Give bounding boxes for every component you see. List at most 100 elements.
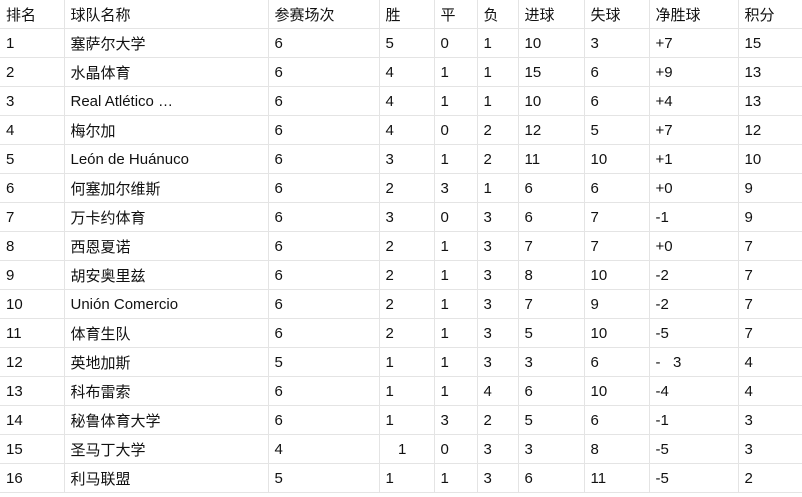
column-header-played: 参赛场次 (267, 0, 380, 29)
cell-losses: 1 (476, 28, 519, 58)
cell-draws: 1 (433, 144, 478, 174)
cell-goals-against: 7 (583, 202, 650, 232)
column-header-goals-for: 进球 (517, 0, 585, 29)
cell-draws: 1 (433, 231, 478, 261)
cell-goal-difference: +1 (648, 144, 739, 174)
cell-goals-for: 7 (517, 289, 585, 319)
cell-played: 5 (267, 347, 380, 377)
cell-wins: 2 (378, 173, 435, 203)
cell-wins: 3 (378, 144, 435, 174)
cell-goals-for: 10 (517, 86, 585, 116)
cell-team-name: 塞萨尔大学 (63, 28, 269, 58)
cell-goals-against: 10 (583, 144, 650, 174)
cell-goals-against: 3 (583, 28, 650, 58)
cell-wins: 3 (378, 202, 435, 232)
cell-goals-against: 10 (583, 260, 650, 290)
cell-rank: 10 (0, 289, 65, 319)
cell-rank: 6 (0, 173, 65, 203)
cell-draws: 3 (433, 173, 478, 203)
cell-losses: 4 (476, 376, 519, 406)
cell-played: 6 (267, 57, 380, 87)
cell-goals-against: 7 (583, 231, 650, 261)
cell-rank: 3 (0, 86, 65, 116)
cell-wins: 5 (378, 28, 435, 58)
cell-goals-against: 10 (583, 318, 650, 348)
cell-rank: 8 (0, 231, 65, 261)
table-row: 10 Unión Comercio 6 2 1 3 7 9 -2 7 (0, 289, 802, 319)
cell-wins: 2 (378, 289, 435, 319)
column-header-draws: 平 (433, 0, 478, 29)
column-header-goals-against: 失球 (583, 0, 650, 29)
table-row: 5 León de Huánuco 6 3 1 2 11 10 +1 10 (0, 144, 802, 174)
table-row: 3 Real Atlético … 6 4 1 1 10 6 +4 13 (0, 86, 802, 116)
cell-losses: 3 (476, 231, 519, 261)
column-header-team-name: 球队名称 (63, 0, 269, 29)
cell-points: 3 (737, 405, 802, 435)
cell-draws: 3 (433, 405, 478, 435)
cell-goals-for: 6 (517, 376, 585, 406)
cell-losses: 3 (476, 260, 519, 290)
cell-draws: 0 (433, 28, 478, 58)
cell-team-name: 利马联盟 (63, 463, 269, 493)
cell-losses: 2 (476, 115, 519, 145)
cell-points: 9 (737, 202, 802, 232)
cell-draws: 0 (433, 202, 478, 232)
column-header-wins: 胜 (378, 0, 435, 29)
cell-losses: 1 (476, 86, 519, 116)
cell-goal-difference: -1 (648, 405, 739, 435)
cell-rank: 13 (0, 376, 65, 406)
cell-goals-for: 8 (517, 260, 585, 290)
cell-wins: 4 (378, 115, 435, 145)
cell-goals-for: 10 (517, 28, 585, 58)
table-row: 6 何塞加尔维斯 6 2 3 1 6 6 +0 9 (0, 173, 802, 203)
cell-goals-against: 9 (583, 289, 650, 319)
cell-points: 12 (737, 115, 802, 145)
table-row: 1 塞萨尔大学 6 5 0 1 10 3 +7 15 (0, 28, 802, 58)
cell-goals-for: 6 (517, 173, 585, 203)
cell-draws: 0 (433, 434, 478, 464)
cell-goals-against: 6 (583, 86, 650, 116)
cell-goals-for: 15 (517, 57, 585, 87)
cell-points: 7 (737, 289, 802, 319)
cell-team-name: 水晶体育 (63, 57, 269, 87)
cell-wins: 1 (378, 376, 435, 406)
cell-rank: 16 (0, 463, 65, 493)
column-header-goal-difference: 净胜球 (648, 0, 739, 29)
cell-played: 6 (267, 86, 380, 116)
table-row: 16 利马联盟 5 1 1 3 6 11 -5 2 (0, 463, 802, 493)
cell-team-name: Real Atlético … (63, 86, 269, 116)
cell-points: 7 (737, 231, 802, 261)
cell-losses: 1 (476, 57, 519, 87)
cell-wins: 1 (378, 434, 435, 464)
table-row: 2 水晶体育 6 4 1 1 15 6 +9 13 (0, 57, 802, 87)
cell-goal-difference: -5 (648, 318, 739, 348)
cell-draws: 1 (433, 57, 478, 87)
cell-team-name: 体育生队 (63, 318, 269, 348)
cell-draws: 1 (433, 463, 478, 493)
cell-goals-against: 10 (583, 376, 650, 406)
cell-goals-against: 8 (583, 434, 650, 464)
cell-goals-for: 5 (517, 318, 585, 348)
cell-rank: 4 (0, 115, 65, 145)
cell-losses: 3 (476, 347, 519, 377)
cell-points: 2 (737, 463, 802, 493)
cell-played: 6 (267, 202, 380, 232)
cell-points: 13 (737, 86, 802, 116)
cell-goals-for: 3 (517, 347, 585, 377)
cell-goals-for: 6 (517, 463, 585, 493)
cell-rank: 5 (0, 144, 65, 174)
table-row: 11 体育生队 6 2 1 3 5 10 -5 7 (0, 318, 802, 348)
cell-team-name: 万卡约体育 (63, 202, 269, 232)
cell-losses: 2 (476, 405, 519, 435)
cell-points: 10 (737, 144, 802, 174)
cell-rank: 15 (0, 434, 65, 464)
cell-team-name: 英地加斯 (63, 347, 269, 377)
cell-points: 4 (737, 376, 802, 406)
cell-points: 7 (737, 260, 802, 290)
cell-team-name: León de Huánuco (63, 144, 269, 174)
cell-goal-difference: -2 (648, 260, 739, 290)
cell-rank: 1 (0, 28, 65, 58)
cell-played: 6 (267, 318, 380, 348)
cell-goals-for: 12 (517, 115, 585, 145)
cell-wins: 2 (378, 318, 435, 348)
